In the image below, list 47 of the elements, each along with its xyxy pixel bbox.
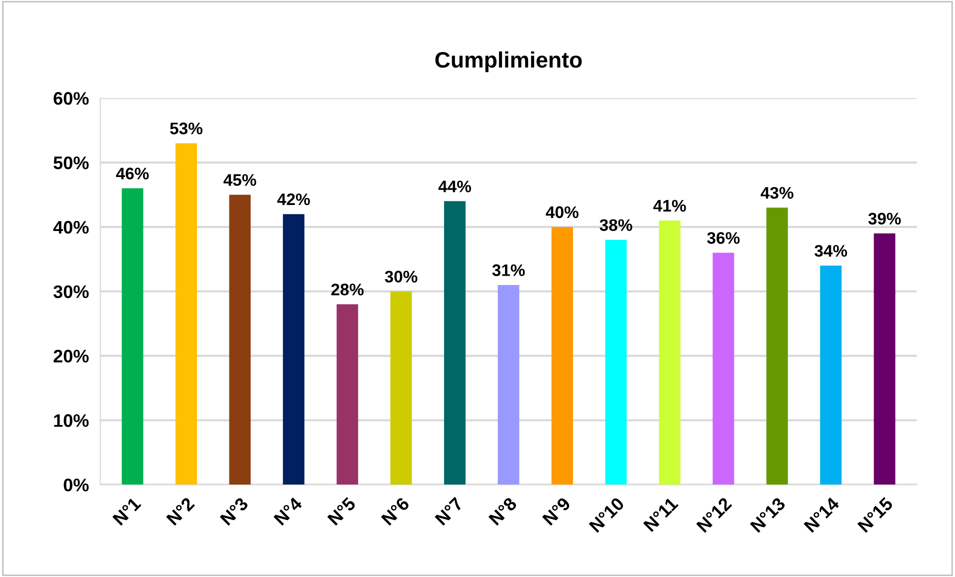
data-label: 31% (492, 264, 525, 276)
data-label: 53% (170, 122, 202, 134)
data-label: 39% (868, 212, 901, 225)
data-label: 45% (224, 174, 256, 186)
x-tick-label: N°5 (327, 496, 356, 526)
data-label: 46% (116, 168, 149, 180)
bar (282, 214, 304, 485)
bar (229, 194, 251, 485)
bar (552, 226, 573, 485)
x-tick-label: N°4 (273, 496, 303, 526)
bar (122, 188, 144, 485)
data-label: 40% (546, 206, 578, 218)
y-tick-label: 10% (54, 414, 89, 427)
data-label: 30% (384, 270, 418, 283)
y-tick-label: 40% (53, 220, 89, 234)
x-tick-label: N°1 (112, 496, 142, 526)
x-tick-label: N°3 (220, 496, 249, 526)
bar (605, 240, 627, 485)
data-label: 36% (707, 232, 740, 244)
bar (712, 252, 734, 485)
bar (658, 220, 680, 485)
bar (766, 208, 788, 485)
data-label: 41% (653, 200, 686, 212)
y-tick-label: 30% (53, 285, 89, 298)
data-label: 42% (277, 193, 310, 206)
y-tick-label: 20% (54, 350, 89, 363)
bar (444, 201, 466, 485)
x-tick-label: N°9 (542, 496, 572, 526)
y-tick-label: 0% (64, 478, 89, 492)
x-tick-label: N°7 (434, 496, 464, 526)
x-tick-label: N°8 (488, 496, 518, 526)
data-label: 38% (600, 219, 632, 232)
bar (175, 143, 197, 485)
data-label: 28% (331, 284, 364, 296)
bar (390, 291, 412, 485)
bar (874, 233, 896, 485)
data-label: 43% (760, 186, 794, 199)
x-tick-label: N°2 (166, 496, 195, 526)
data-label: 44% (438, 180, 472, 192)
chart-title: Cumplimiento (435, 51, 582, 72)
bar (336, 304, 358, 485)
y-tick-label: 60% (54, 92, 89, 105)
data-label: 34% (814, 244, 848, 257)
x-tick-label: N°6 (380, 496, 410, 526)
y-tick-label: 50% (54, 156, 89, 170)
bar (498, 284, 520, 485)
bar (820, 266, 842, 485)
